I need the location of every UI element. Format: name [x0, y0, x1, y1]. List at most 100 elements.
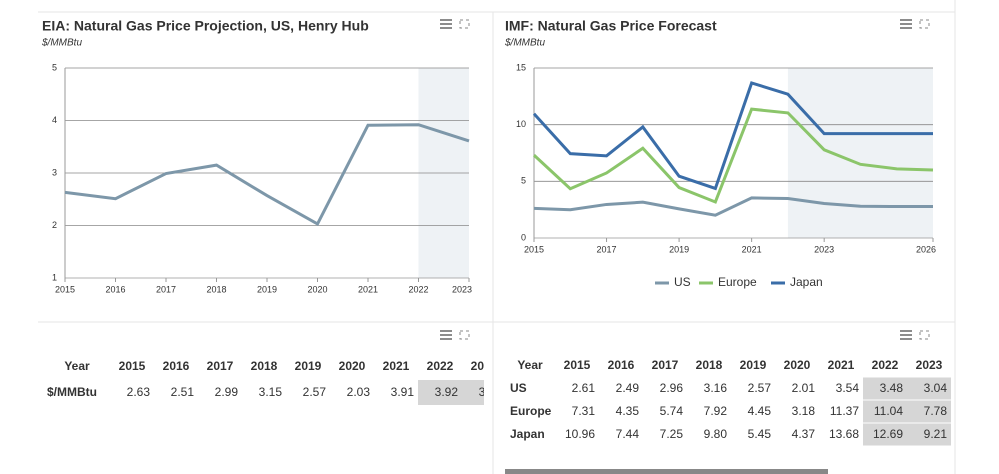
data-line — [532, 107, 934, 204]
x-tick-label: 2017 — [156, 284, 176, 294]
x-tick-label: 2021 — [358, 284, 378, 294]
table-header: 2016 — [163, 359, 190, 373]
table-header: 2018 — [696, 358, 723, 372]
table-cell: 2.03 — [347, 385, 371, 399]
table-cell: 2.61 — [572, 381, 596, 395]
table-cell: 2.49 — [616, 381, 640, 395]
table-cell: 2.63 — [127, 385, 151, 399]
table-cell: 11.37 — [830, 404, 859, 418]
row-label: US — [510, 381, 527, 395]
table-header: 2023 — [471, 359, 498, 373]
table-cell: 13.68 — [829, 427, 859, 441]
y-tick-label: 4 — [52, 115, 57, 125]
legend-item[interactable]: Japan — [771, 275, 823, 289]
table-header: 2018 — [251, 359, 278, 373]
table-cell: 7.44 — [616, 427, 640, 441]
table-header: Year — [64, 359, 90, 373]
table-header: 2017 — [207, 359, 234, 373]
table-header: 2019 — [295, 359, 322, 373]
table-cell: 2.01 — [792, 381, 816, 395]
table-header: Year — [517, 358, 543, 372]
data-line — [533, 196, 933, 217]
highlight-cell — [418, 380, 462, 405]
table-cell: 3.92 — [435, 385, 459, 399]
chart-menu[interactable] — [440, 330, 452, 340]
table-cell: 11.04 — [874, 404, 903, 418]
table-cell: 7.92 — [704, 404, 728, 418]
expand-button[interactable] — [459, 330, 470, 340]
table-header: 2021 — [828, 358, 855, 372]
x-tick-label: 2015 — [524, 244, 544, 254]
legend-label: Europe — [718, 275, 757, 289]
table-cell: 3.48 — [880, 381, 904, 395]
row-label: $/MMBtu — [47, 385, 97, 399]
table-cell: 3.15 — [259, 385, 283, 399]
table-cell: 2.51 — [171, 385, 195, 399]
forecast-shade — [787, 68, 933, 238]
chart-title: EIA: Natural Gas Price Projection, US, H… — [42, 18, 369, 34]
y-tick-label: 2 — [52, 220, 57, 230]
row-label: Europe — [510, 404, 552, 418]
table-cell: 9.80 — [704, 427, 728, 441]
chart-title: IMF: Natural Gas Price Forecast — [505, 18, 717, 34]
legend-label: Japan — [790, 275, 823, 289]
legend-item[interactable]: Europe — [699, 275, 757, 289]
table-cell: 5.45 — [748, 427, 772, 441]
scrollbar[interactable] — [505, 469, 828, 474]
table-header: 2019 — [740, 358, 767, 372]
table-header: 2016 — [608, 358, 635, 372]
x-tick-label: 2023 — [452, 284, 472, 294]
table-header: 2020 — [339, 359, 366, 373]
table-header: 2022 — [427, 359, 454, 373]
expand-icon — [459, 19, 470, 29]
data-line — [532, 81, 933, 191]
table-cell: 2.96 — [660, 381, 684, 395]
highlight-cell — [863, 377, 907, 400]
table-cell: 3.54 — [836, 381, 860, 395]
x-tick-label: 2016 — [105, 284, 125, 294]
table-cell: 3.16 — [704, 381, 728, 395]
expand-button[interactable] — [459, 19, 470, 29]
x-tick-label: 2020 — [307, 284, 327, 294]
expand-button[interactable] — [919, 330, 930, 340]
table-cell: 7.31 — [572, 404, 596, 418]
table-cell: 9.21 — [924, 427, 948, 441]
y-tick-label: 1 — [52, 272, 57, 282]
highlight-cell — [462, 380, 484, 405]
chart-menu[interactable] — [900, 330, 912, 340]
y-tick-label: 10 — [516, 119, 526, 129]
expand-icon — [919, 330, 930, 340]
table-cell: 3.04 — [924, 381, 948, 395]
y-tick-label: 0 — [521, 232, 526, 242]
table-cell: 2.57 — [303, 385, 327, 399]
data-table: Year 2015 2016 2017 2018 2019 2020 2021 2022 2023… — [510, 358, 951, 446]
x-tick-label: 2023 — [814, 244, 834, 254]
chart-subtitle: $/MMBtu — [504, 38, 545, 49]
table-cell: 2.99 — [215, 385, 239, 399]
x-tick-label: 2017 — [597, 244, 617, 254]
table-cell: 7.78 — [924, 404, 948, 418]
x-tick-label: 2019 — [669, 244, 689, 254]
x-tick-label: 2026 — [916, 244, 936, 254]
x-tick-label: 2021 — [742, 244, 762, 254]
chart-menu[interactable] — [900, 19, 912, 29]
chart-menu[interactable] — [440, 19, 452, 29]
table-cell: 12.69 — [873, 427, 903, 441]
expand-button[interactable] — [919, 19, 930, 29]
x-tick-label: 2022 — [408, 284, 428, 294]
table-header: 2015 — [564, 358, 591, 372]
data-line — [64, 123, 470, 226]
y-tick-label: 3 — [52, 167, 57, 177]
expand-icon — [459, 330, 470, 340]
table-cell: 4.35 — [616, 404, 640, 418]
x-tick-label: 2015 — [55, 284, 75, 294]
table-cell: 7.25 — [660, 427, 684, 441]
x-tick-label: 2019 — [257, 284, 277, 294]
table-cell: 10.96 — [565, 427, 595, 441]
y-tick-label: 5 — [521, 176, 526, 186]
table-cell: 3.91 — [391, 385, 415, 399]
table-header: 2021 — [383, 359, 410, 373]
legend-item[interactable]: US — [655, 275, 691, 289]
